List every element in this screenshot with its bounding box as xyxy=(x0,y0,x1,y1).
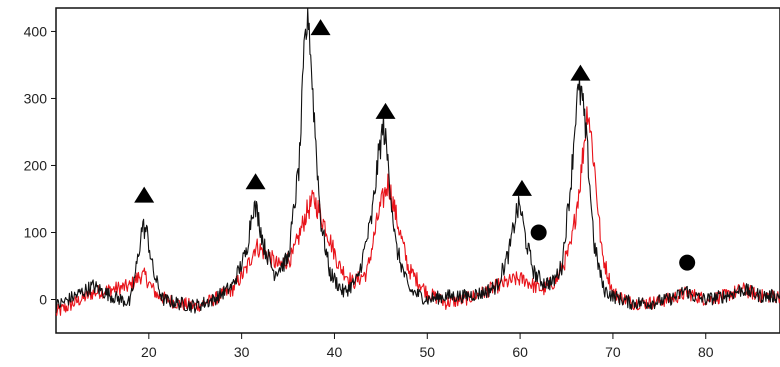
triangle-marker xyxy=(310,19,331,36)
triangle-marker xyxy=(245,173,266,190)
y-tick-label: 300 xyxy=(24,90,48,106)
x-tick-label: 80 xyxy=(698,344,714,360)
x-tick-label: 40 xyxy=(327,344,343,360)
series-layer xyxy=(55,7,780,316)
x-tick-label: 60 xyxy=(512,344,528,360)
x-tick-label: 50 xyxy=(419,344,435,360)
x-tick-label: 30 xyxy=(234,344,250,360)
triangle-marker xyxy=(511,179,532,196)
circle-marker xyxy=(530,224,547,241)
circle-marker xyxy=(679,254,696,271)
y-tick-label: 400 xyxy=(24,23,48,39)
axis-layer: 20 30 40 50 60 70 80 0 100 200 300 400 xyxy=(24,23,714,360)
y-tick-label: 100 xyxy=(24,224,48,240)
series-line-black xyxy=(55,7,780,314)
triangle-marker xyxy=(134,186,155,203)
triangle-marker xyxy=(570,64,591,81)
series-line-red xyxy=(55,106,780,316)
plot-frame xyxy=(55,7,780,334)
marker-layer xyxy=(134,19,696,271)
triangle-marker xyxy=(375,102,396,119)
x-tick-label: 70 xyxy=(605,344,621,360)
y-tick-label: 200 xyxy=(24,157,48,173)
x-tick-label: 20 xyxy=(141,344,157,360)
y-tick-label: 0 xyxy=(39,291,47,307)
